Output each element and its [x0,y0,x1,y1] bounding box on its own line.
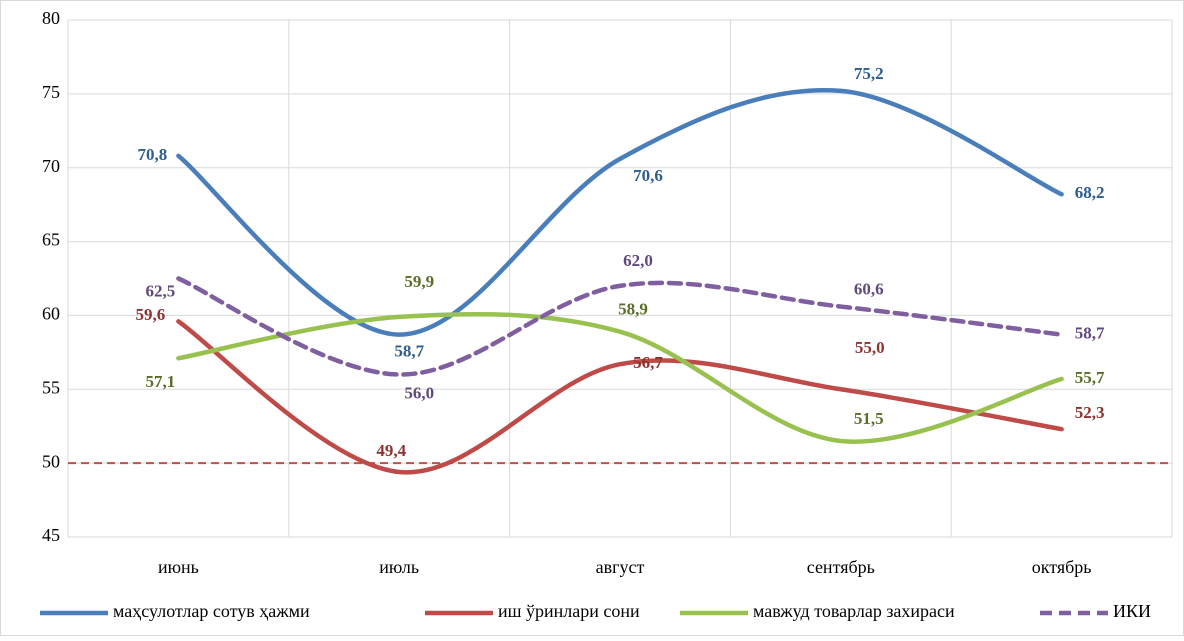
series-line [176,87,1064,337]
y-tick-label: 55 [42,377,60,397]
data-label: 62,5 [146,281,176,300]
y-tick-label: 60 [42,304,60,324]
y-tick-label: 75 [42,82,60,102]
y-tick-label: 50 [42,451,60,471]
data-label: 58,9 [618,300,648,319]
series-line [176,311,1064,444]
data-label: 58,7 [394,342,424,361]
data-label: 75,2 [854,64,884,83]
data-label: 55,7 [1075,368,1105,387]
x-tick-label: август [596,557,645,577]
series-line [176,319,1064,475]
data-label: 56,7 [633,353,663,372]
data-label: 59,6 [136,305,166,324]
data-label: 68,2 [1075,183,1105,202]
data-label: 62,0 [623,251,653,270]
data-label: 70,8 [138,145,168,164]
y-tick-label: 45 [42,525,60,545]
x-tick-label: июнь [158,557,199,577]
legend-label: иш ўринлари сони [498,601,640,621]
x-tick-label: октябрь [1032,557,1092,577]
legend-label: маҳсулотлар сотув ҳажми [113,601,310,621]
data-label: 52,3 [1075,403,1105,422]
data-label: 51,5 [854,409,884,428]
data-label: 56,0 [404,383,434,402]
data-label: 70,6 [633,166,663,185]
data-label: 55,0 [855,338,885,357]
data-label: 58,7 [1075,324,1105,343]
y-tick-label: 70 [42,156,60,176]
legend-label: мавжуд товарлар захираси [753,601,955,621]
data-label: 60,6 [854,279,884,298]
series-line [176,276,1064,377]
y-tick-label: 80 [42,8,60,28]
x-tick-label: июль [379,557,419,577]
data-label: 59,9 [404,272,434,291]
x-tick-label: сентябрь [807,557,875,577]
y-tick-label: 65 [42,230,60,250]
data-label: 57,1 [146,372,176,391]
data-label: 49,4 [376,441,406,460]
legend-label: ИКИ [1113,601,1151,621]
